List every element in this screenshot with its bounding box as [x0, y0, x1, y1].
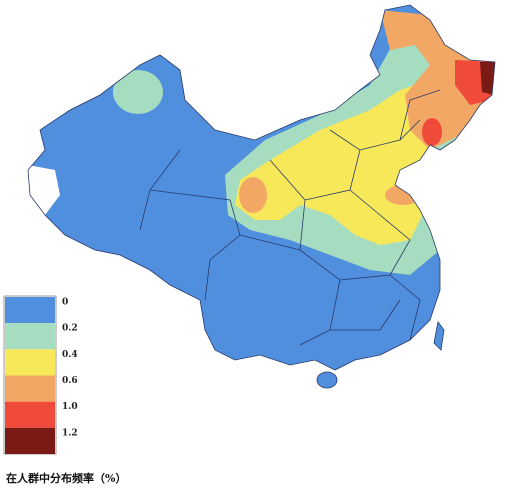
legend-label: 0 [62, 298, 68, 308]
region-orange [380, 10, 495, 150]
legend-title: 在人群中分布频率（%） [6, 471, 126, 485]
legend-swatch [5, 297, 55, 324]
legend-swatch [5, 375, 55, 402]
country-outline [27, 4, 496, 371]
legend-swatch [5, 323, 55, 350]
province-borders [139, 89, 441, 346]
legend-label: 1.0 [62, 402, 78, 412]
legend-swatch [5, 401, 55, 428]
region-red [422, 118, 442, 146]
taiwan [433, 321, 445, 351]
region-green [113, 70, 163, 114]
legend-swatch [5, 427, 55, 454]
legend-label: 1.2 [62, 428, 78, 438]
hainan [316, 371, 338, 389]
region-orange [239, 177, 267, 213]
legend-swatch [5, 349, 55, 376]
legend-label: 0.4 [62, 350, 78, 360]
legend-label: 0.2 [62, 324, 78, 334]
legend-label: 0.6 [62, 376, 78, 386]
legend: 0 0.2 0.4 0.6 1.0 1.2 [3, 295, 78, 455]
region-darkred [480, 62, 495, 95]
